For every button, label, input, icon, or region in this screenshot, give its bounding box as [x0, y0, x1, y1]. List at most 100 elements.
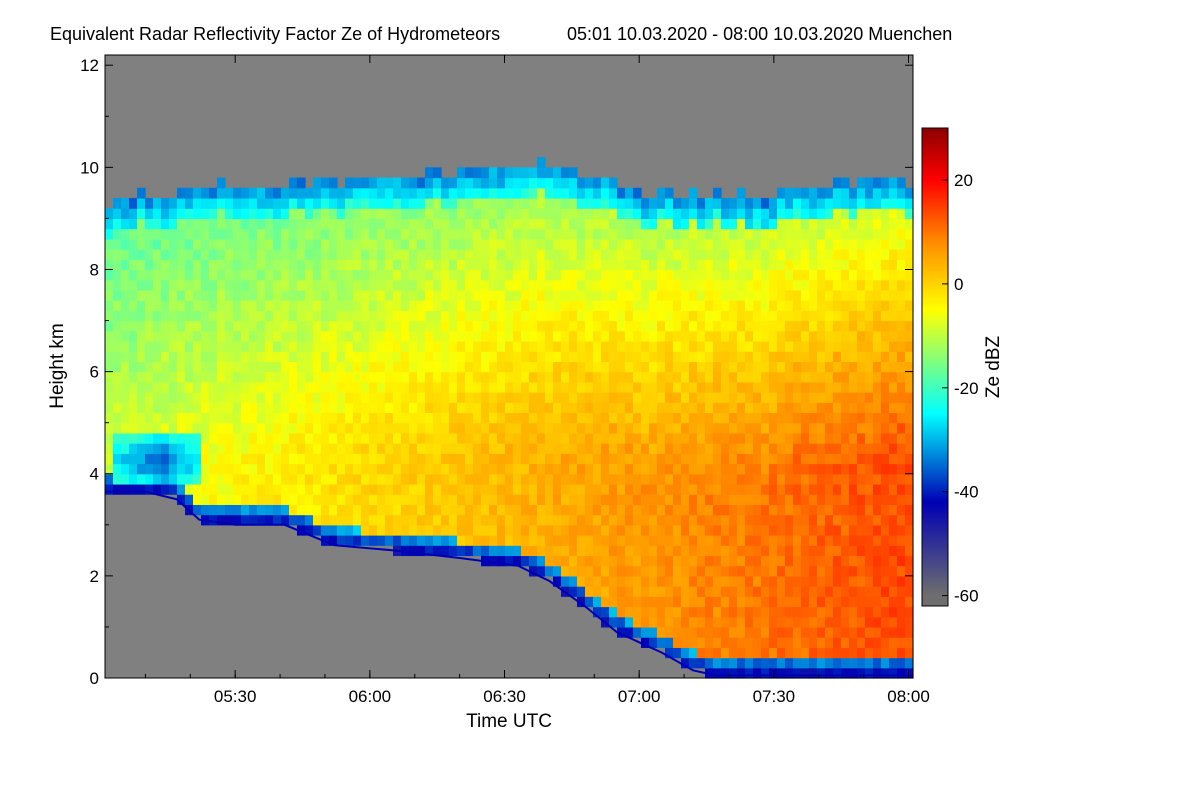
heatmap-cell	[625, 402, 634, 414]
heatmap-cell	[433, 208, 442, 220]
heatmap-cell	[433, 392, 442, 403]
heatmap-cell	[865, 310, 874, 322]
heatmap-cell	[233, 310, 242, 322]
heatmap-cell	[537, 361, 546, 373]
heatmap-cell	[745, 197, 754, 209]
heatmap-cell	[633, 269, 642, 281]
heatmap-cell	[697, 504, 706, 516]
heatmap-cell	[553, 330, 562, 342]
heatmap-cell	[577, 340, 586, 352]
heatmap-cell	[481, 361, 490, 373]
heatmap-cell	[257, 320, 266, 332]
heatmap-cell	[393, 463, 402, 475]
heatmap-cell	[777, 524, 786, 536]
heatmap-cell	[513, 289, 522, 301]
heatmap-cell	[481, 167, 490, 179]
heatmap-cell	[225, 361, 234, 373]
heatmap-cell	[441, 320, 450, 332]
heatmap-cell	[793, 412, 802, 424]
y-tick-label: 8	[90, 260, 99, 279]
heatmap-cell	[825, 330, 834, 342]
heatmap-cell	[441, 218, 450, 230]
heatmap-cell	[569, 422, 578, 434]
heatmap-cell	[257, 228, 266, 240]
heatmap-cell	[633, 524, 642, 536]
heatmap-cell	[361, 177, 370, 189]
heatmap-cell	[777, 218, 786, 230]
heatmap-cell	[593, 208, 602, 220]
heatmap-cell	[705, 494, 714, 505]
heatmap-cell	[169, 310, 178, 322]
heatmap-cell	[689, 279, 698, 291]
heatmap-cell	[321, 402, 330, 414]
heatmap-cell	[545, 310, 554, 322]
heatmap-cell	[441, 535, 450, 546]
heatmap-cell	[177, 412, 186, 424]
heatmap-cell	[345, 473, 354, 485]
heatmap-cell	[537, 432, 546, 444]
heatmap-cell	[217, 330, 226, 342]
heatmap-cell	[617, 187, 626, 199]
heatmap-cell	[857, 310, 866, 322]
heatmap-cell	[665, 432, 674, 444]
heatmap-cell	[833, 514, 842, 526]
heatmap-cell	[729, 494, 738, 505]
heatmap-cell	[785, 555, 794, 567]
heatmap-cell	[705, 269, 714, 281]
heatmap-cell	[153, 208, 162, 220]
heatmap-cell	[673, 463, 682, 475]
heatmap-cell	[713, 300, 722, 311]
heatmap-cell	[857, 177, 866, 189]
heatmap-cell	[113, 443, 122, 454]
heatmap-cell	[521, 402, 530, 414]
heatmap-cell	[889, 269, 898, 281]
heatmap-cell	[825, 494, 834, 505]
heatmap-cell	[601, 340, 610, 352]
heatmap-cell	[601, 483, 610, 495]
heatmap-cell	[689, 392, 698, 403]
heatmap-cell	[577, 402, 586, 414]
heatmap-cell	[481, 535, 490, 546]
heatmap-cell	[553, 218, 562, 230]
heatmap-cell	[785, 381, 794, 393]
heatmap-cell	[833, 300, 842, 311]
heatmap-cell	[641, 626, 650, 638]
heatmap-cell	[737, 197, 746, 209]
heatmap-cell	[377, 494, 386, 505]
heatmap-cell	[745, 361, 754, 373]
heatmap-cell	[257, 238, 266, 250]
heatmap-cell	[641, 361, 650, 373]
heatmap-cell	[873, 483, 882, 495]
heatmap-cell	[897, 340, 906, 352]
heatmap-cell	[505, 228, 514, 240]
heatmap-cell	[137, 238, 146, 250]
heatmap-cell	[657, 289, 666, 301]
heatmap-cell	[809, 473, 818, 485]
heatmap-cell	[409, 381, 418, 393]
heatmap-cell	[201, 340, 210, 352]
heatmap-cell	[697, 535, 706, 546]
heatmap-cell	[289, 197, 298, 209]
heatmap-cell	[697, 238, 706, 250]
heatmap-cell	[169, 340, 178, 352]
heatmap-cell	[745, 310, 754, 322]
heatmap-cell	[425, 392, 434, 403]
heatmap-cell	[825, 626, 834, 638]
heatmap-cell	[641, 249, 650, 260]
heatmap-cell	[521, 412, 530, 424]
heatmap-cell	[785, 432, 794, 444]
heatmap-cell	[513, 238, 522, 250]
heatmap-cell	[697, 586, 706, 597]
heatmap-cell	[273, 249, 282, 260]
heatmap-cell	[193, 310, 202, 322]
heatmap-cell	[793, 494, 802, 505]
heatmap-cell	[521, 310, 530, 322]
heatmap-cell	[473, 412, 482, 424]
heatmap-cell	[849, 392, 858, 403]
heatmap-cell	[689, 596, 698, 608]
heatmap-cell	[585, 177, 594, 189]
heatmap-cell	[857, 463, 866, 475]
heatmap-cell	[769, 565, 778, 577]
heatmap-cell	[817, 361, 826, 373]
heatmap-cell	[361, 279, 370, 291]
